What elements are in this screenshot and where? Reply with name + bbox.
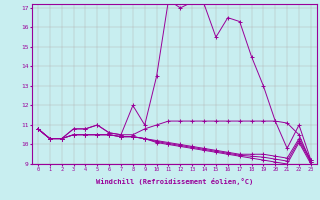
X-axis label: Windchill (Refroidissement éolien,°C): Windchill (Refroidissement éolien,°C) [96,178,253,185]
